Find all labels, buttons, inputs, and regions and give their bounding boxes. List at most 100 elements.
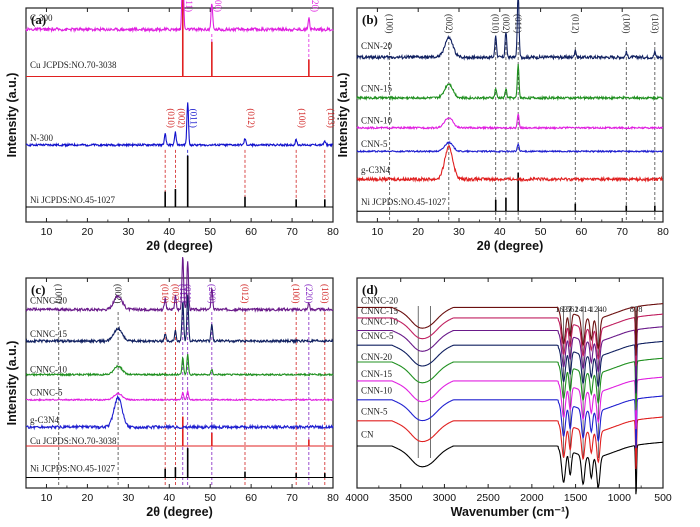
series-cu-jcpds-no-70-3038: Cu JCPDS:NO.70-3038 [26, 416, 333, 447]
x-tick-label: 50 [204, 226, 216, 238]
series-line [357, 395, 664, 449]
series-label: CNN-20 [361, 41, 392, 51]
x-axis-title: 2θ (degree) [477, 239, 544, 253]
x-tick-label: 80 [657, 226, 669, 238]
series-line [357, 340, 664, 394]
x-tick-label: 2500 [476, 492, 500, 504]
series-cnnc-10: CNNC-10 [357, 316, 664, 379]
series-cnnc-20: CNNC-20 [357, 295, 664, 356]
series-label: CNNC-15 [30, 329, 68, 339]
hkl-label: (011) [513, 14, 523, 33]
x-tick-label: 60 [245, 226, 257, 238]
series-label: CNNC-20 [361, 295, 399, 305]
x-tick-label: 40 [163, 226, 175, 238]
series-line [356, 113, 664, 131]
band-label: 1562 [562, 304, 579, 314]
series-line [357, 313, 664, 367]
x-tick-label: 10 [41, 226, 53, 238]
series-label: CNN-20 [361, 352, 392, 362]
series-cnnc-10: CNNC-10 [25, 354, 334, 378]
hkl-label: (200) [207, 284, 217, 304]
hkl-label: (103) [326, 108, 336, 128]
hkl-label: (002) [176, 108, 186, 128]
x-tick-label: 20 [412, 226, 424, 238]
chart-panel-c: 10 20 30 40 50 60 70 80 2θ (degree) Intensity (a.… [5, 257, 339, 519]
hkl-label: (002) [501, 14, 511, 34]
series-cnn-10: CNN-10 [357, 386, 664, 449]
series-label: CNNC-20 [30, 295, 68, 305]
x-tick-label: 3000 [433, 492, 457, 504]
band-label: 1240 [590, 304, 607, 314]
x-tick-label: 10 [372, 226, 384, 238]
hkl-label: (002) [170, 284, 180, 304]
series-label: CNN-5 [361, 139, 388, 149]
x-tick-label: 30 [122, 492, 134, 504]
series-label: CNNC-5 [361, 331, 394, 341]
x-axis-title: 2θ (degree) [146, 505, 213, 519]
plot-frame [25, 277, 334, 489]
series-label: CNNC-15 [361, 306, 399, 316]
hkl-label: (012) [246, 108, 256, 128]
series-label: C-300 [30, 13, 53, 23]
hkl-label: (111) [184, 0, 194, 12]
panel-label: (b) [362, 12, 378, 27]
series-n-300: N-300 [25, 102, 334, 149]
series-label: g-C3N4 [30, 415, 59, 425]
hkl-label: (103) [650, 14, 660, 34]
series-cnn-10: CNN-10 [356, 113, 664, 131]
series-cnn-20: CNN-20 [356, 0, 664, 61]
y-axis-title: Intensity (a.u.) [5, 341, 19, 426]
plot-frame [356, 277, 664, 489]
band-label: 1414 [575, 304, 593, 314]
x-tick-label: 70 [286, 226, 298, 238]
series-line [356, 0, 664, 61]
series-cnn-5: CNN-5 [356, 139, 664, 154]
x-tick-label: 80 [327, 492, 339, 504]
annotation-group: (100) (002) (010) (002)(111)(011) (200) (012)… [54, 284, 330, 486]
series-label: CNN-15 [361, 84, 392, 94]
series-label: CNN-10 [361, 386, 392, 396]
chart-panel-b: 10 20 30 40 50 60 70 80 2θ (degree) Intensity (a.… [336, 0, 669, 253]
series-line [25, 0, 334, 34]
hkl-label: (002) [113, 284, 123, 304]
hkl-label: (012) [240, 284, 250, 304]
series-line [25, 354, 334, 378]
hkl-label: (010) [166, 108, 176, 128]
x-tick-label: 30 [122, 226, 134, 238]
series-label: N-300 [30, 133, 53, 143]
plot-frame [356, 7, 664, 223]
hkl-label: (010) [491, 14, 501, 34]
x-tick-label: 40 [163, 492, 175, 504]
x-tick-label: 3500 [389, 492, 413, 504]
x-tick-label: 30 [453, 226, 465, 238]
hkl-label: (011) [183, 284, 193, 303]
y-axis-title: Intensity (a.u.) [5, 73, 19, 158]
hkl-label: (103) [320, 284, 330, 304]
series-label: CNN-10 [361, 116, 392, 126]
hkl-label: (100) [621, 14, 631, 34]
series-line [356, 63, 664, 102]
x-tick-label: 20 [82, 492, 94, 504]
series-line [357, 357, 664, 411]
series-label: Ni JCPDS:NO.45-1027 [361, 197, 447, 207]
series-line [357, 303, 664, 356]
series-line [356, 140, 664, 154]
series-cn: CN [357, 430, 664, 495]
hkl-label: (010) [160, 284, 170, 304]
series-ni-jcpds-no-45-1027: Ni JCPDS:NO.45-1027 [26, 155, 333, 208]
hkl-label: (100) [385, 14, 395, 34]
hkl-label: (100) [291, 284, 301, 304]
x-tick-label: 40 [494, 226, 506, 238]
series-cnn-15: CNN-15 [356, 63, 664, 102]
panel-label: (d) [362, 282, 378, 297]
x-tick-label: 70 [616, 226, 628, 238]
band-label: 1637 [555, 304, 572, 314]
series-label: Cu JCPDS:NO.70-3038 [30, 436, 117, 446]
panel-label: (a) [31, 12, 46, 27]
series-line [25, 294, 334, 345]
annotation-group: (100) (002) (010) (002) (011) (012) (100) (103) [385, 14, 660, 220]
series-label: g-C3N4 [361, 165, 390, 175]
series-g-c3n4: g-C3N4 [25, 394, 334, 431]
series-line [357, 416, 664, 470]
x-tick-label: 80 [327, 226, 339, 238]
